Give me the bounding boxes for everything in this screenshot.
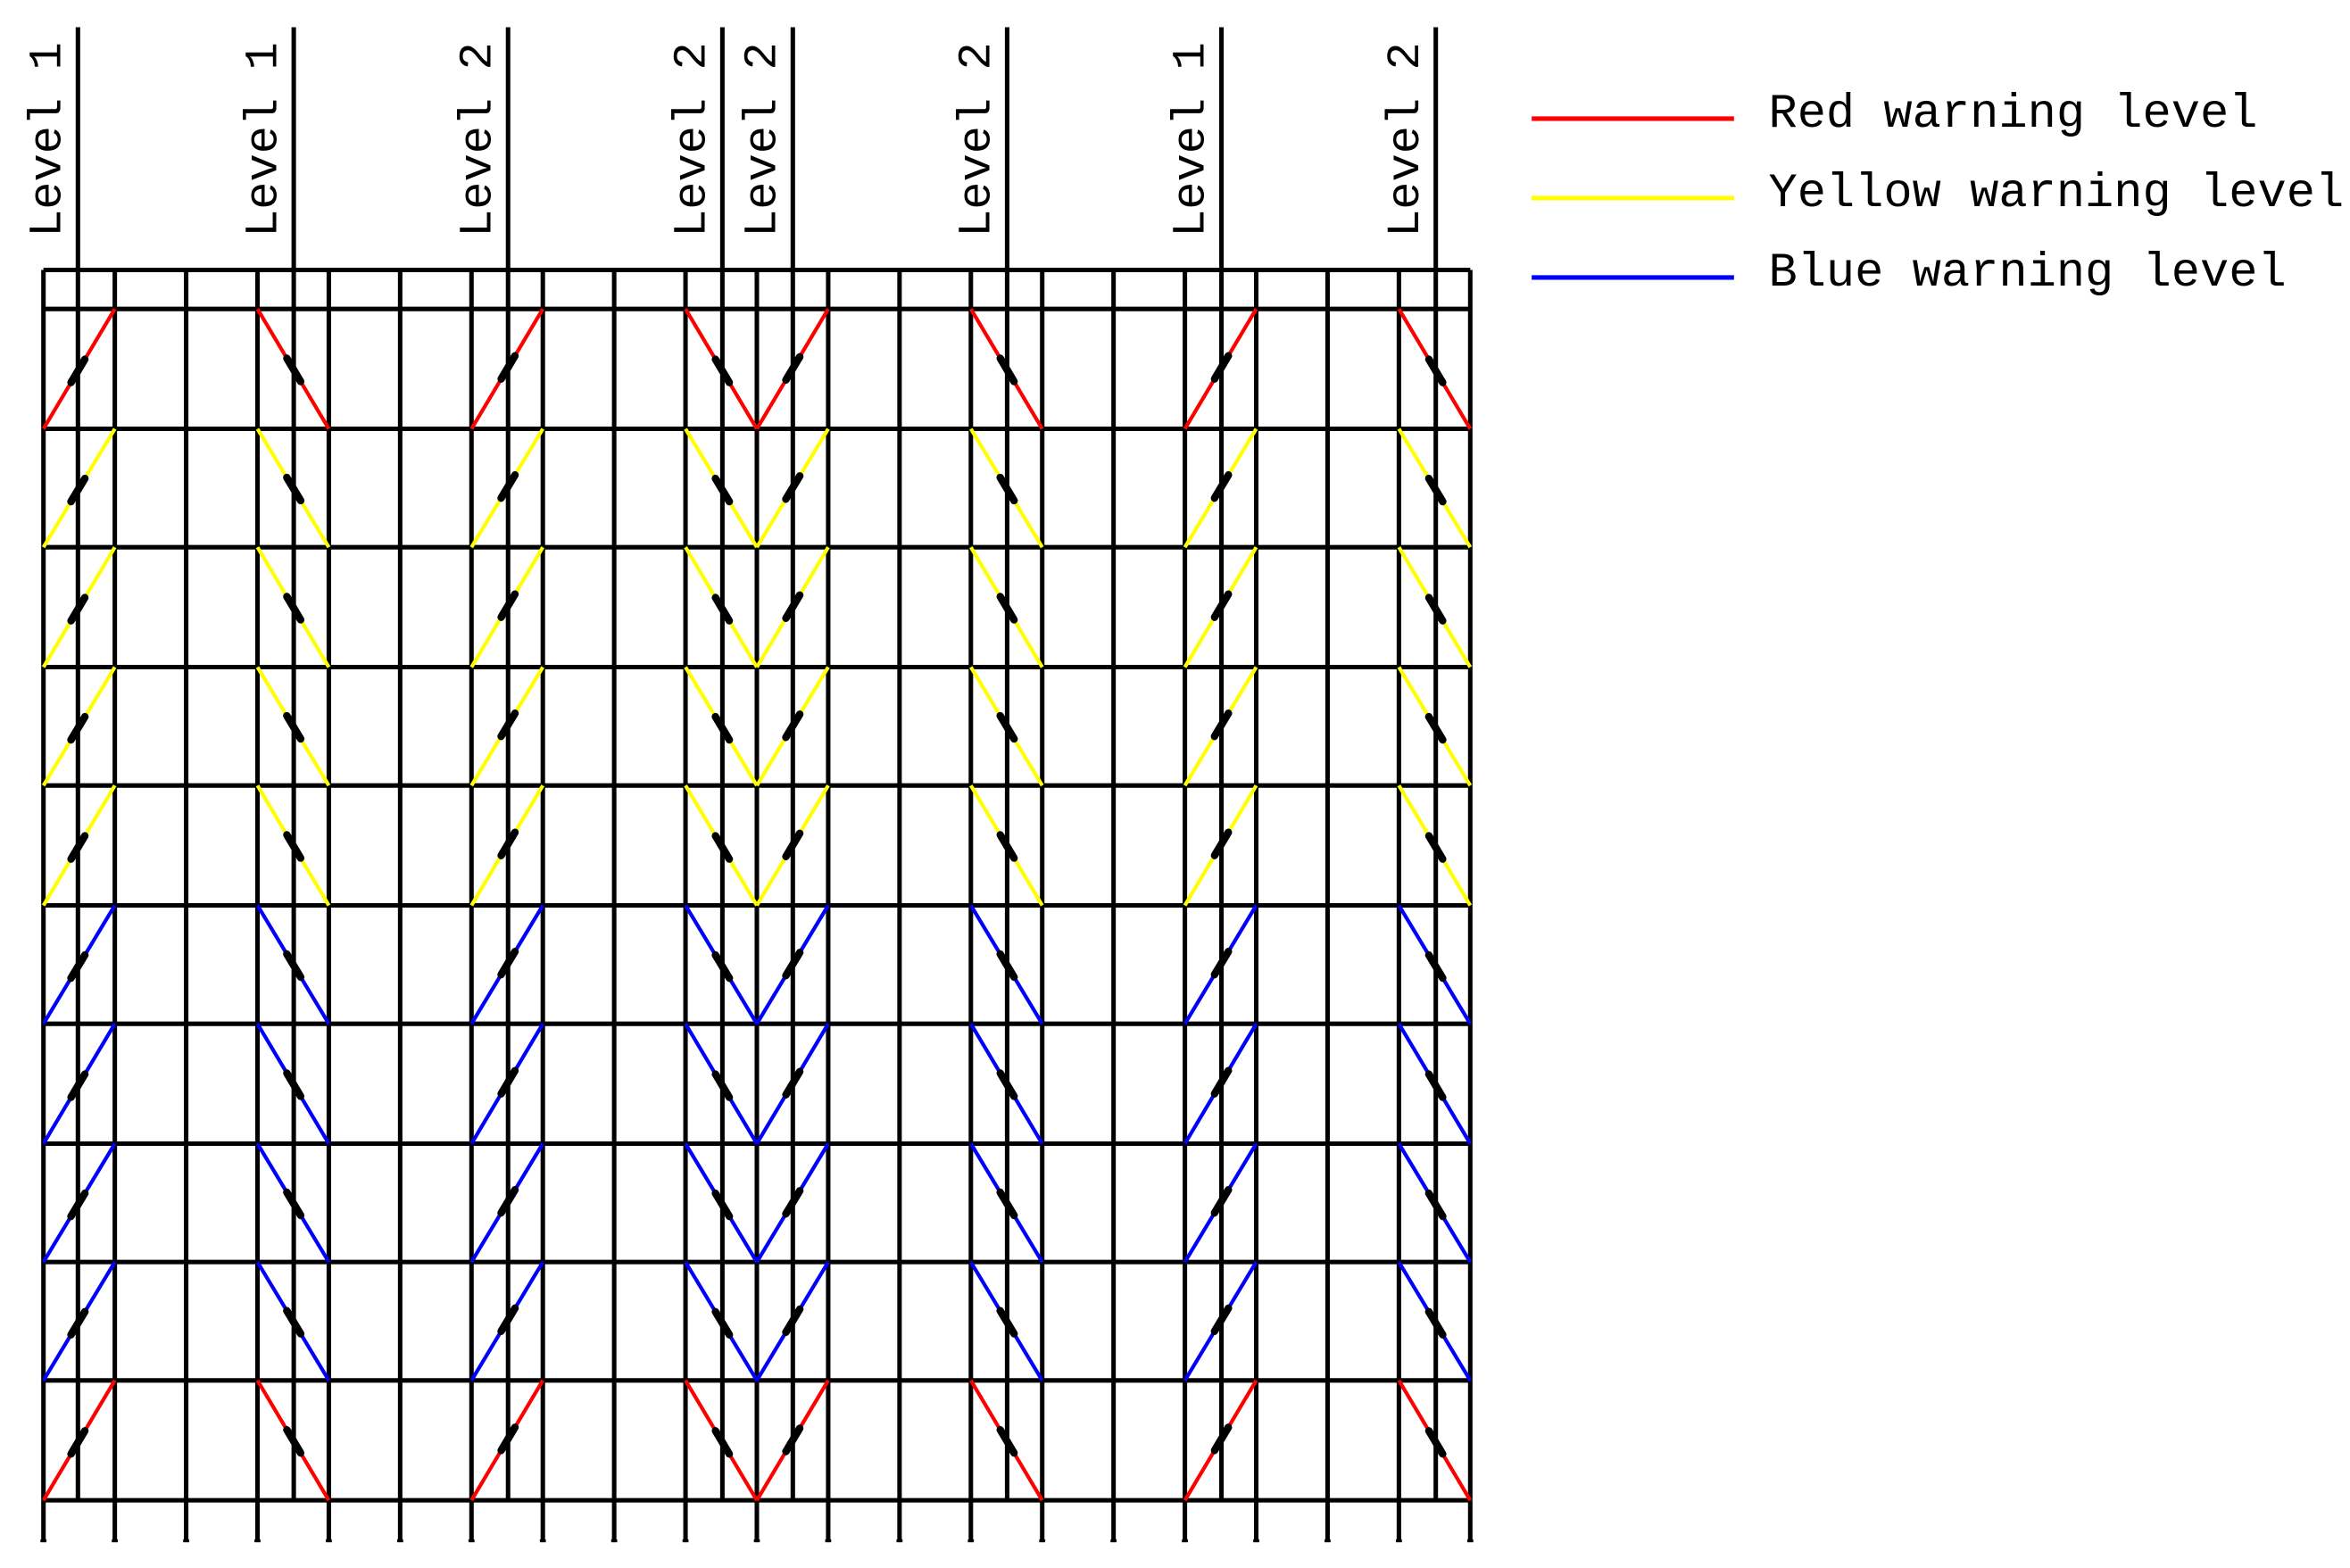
crossing-mark — [283, 1425, 305, 1457]
crossing-mark — [996, 1069, 1018, 1100]
crossing-mark — [1424, 1189, 1447, 1221]
crossing-mark — [1210, 471, 1233, 502]
crossing-mark — [782, 829, 804, 860]
crossing-mark — [711, 1427, 734, 1458]
crossing-mark — [996, 711, 1018, 743]
crossing-mark — [711, 355, 734, 386]
crossing-mark — [996, 354, 1018, 386]
crossing-mark — [996, 1425, 1018, 1457]
crossing-mark — [996, 473, 1018, 505]
level-label: Level 2 — [1380, 42, 1432, 237]
crossing-mark — [1210, 1186, 1233, 1217]
crossing-mark — [67, 950, 89, 983]
crossing-mark — [1424, 1427, 1447, 1458]
level-label: Level 1 — [21, 42, 74, 237]
crossing-mark — [67, 1189, 89, 1221]
crossing-mark — [782, 710, 804, 742]
legend-label: Yellow warning level — [1768, 167, 2344, 221]
crossing-mark — [1210, 352, 1233, 383]
crossing-mark — [782, 591, 804, 622]
crossing-mark — [283, 1069, 305, 1100]
crossing-mark — [283, 1188, 305, 1220]
crossing-mark — [1424, 474, 1447, 506]
level-label: Level 1 — [237, 42, 290, 237]
crossing-mark — [996, 593, 1018, 624]
crossing-mark — [711, 593, 734, 625]
crossing-mark — [782, 472, 804, 503]
crossing-mark — [283, 354, 305, 386]
level-label: Level 2 — [951, 42, 1004, 237]
crossing-mark — [1210, 590, 1233, 621]
crossing-mark — [996, 1188, 1018, 1220]
crossing-mark — [67, 355, 89, 386]
crossing-mark — [497, 828, 519, 859]
crossing-mark — [283, 593, 305, 624]
crossing-mark — [996, 1307, 1018, 1338]
crossing-mark — [283, 950, 305, 982]
level-label: Level 2 — [452, 42, 504, 237]
crossing-mark — [497, 1304, 519, 1335]
level-label: Level 2 — [736, 42, 789, 237]
crossing-mark — [497, 1423, 519, 1455]
crossing-mark — [782, 353, 804, 384]
crossing-mark — [1424, 1070, 1447, 1101]
crossing-mark — [1424, 712, 1447, 744]
crossing-mark — [711, 712, 734, 744]
crossing-mark — [996, 950, 1018, 982]
crossing-mark — [1210, 1066, 1233, 1098]
crossing-mark — [1210, 948, 1233, 979]
crossing-mark — [1424, 832, 1447, 863]
crossing-mark — [1210, 828, 1233, 859]
crossing-mark — [67, 1427, 89, 1458]
legend-label: Blue warning level — [1768, 246, 2286, 301]
crossing-mark — [711, 832, 734, 863]
crossing-mark — [1210, 709, 1233, 741]
crossing-mark — [711, 1070, 734, 1101]
crossing-mark — [67, 593, 89, 625]
crossing-mark — [782, 1424, 804, 1456]
crossing-mark — [1424, 355, 1447, 386]
crossing-mark — [497, 590, 519, 621]
crossing-mark — [67, 474, 89, 506]
level-label: Level 1 — [1166, 42, 1218, 237]
level-label: Level 2 — [667, 42, 719, 237]
crossing-mark — [497, 352, 519, 383]
crossing-mark — [711, 1189, 734, 1221]
crossing-mark — [996, 831, 1018, 862]
crossing-mark — [497, 948, 519, 979]
crossing-mark — [67, 1070, 89, 1101]
crossing-mark — [1210, 1304, 1233, 1335]
legend-label: Red warning level — [1768, 87, 2257, 142]
crossing-mark — [497, 1186, 519, 1217]
crossing-mark — [67, 832, 89, 863]
crossing-mark — [711, 950, 734, 983]
crossing-mark — [1424, 593, 1447, 625]
crossing-mark — [782, 1067, 804, 1099]
crossing-mark — [67, 712, 89, 744]
crossing-mark — [1424, 1307, 1447, 1339]
crossing-mark — [782, 949, 804, 980]
crossing-mark — [497, 709, 519, 741]
crossing-mark — [782, 1305, 804, 1337]
crossing-mark — [67, 1307, 89, 1339]
crossing-mark — [283, 473, 305, 505]
crossing-mark — [497, 1066, 519, 1098]
crossing-mark — [711, 1307, 734, 1339]
crossing-mark — [782, 1187, 804, 1218]
crossing-mark — [283, 1307, 305, 1338]
crossing-mark — [711, 474, 734, 506]
crossing-mark — [1424, 950, 1447, 983]
crossing-mark — [283, 711, 305, 743]
crossing-mark — [283, 831, 305, 862]
crossing-mark — [1210, 1423, 1233, 1455]
crossing-mark — [497, 471, 519, 502]
